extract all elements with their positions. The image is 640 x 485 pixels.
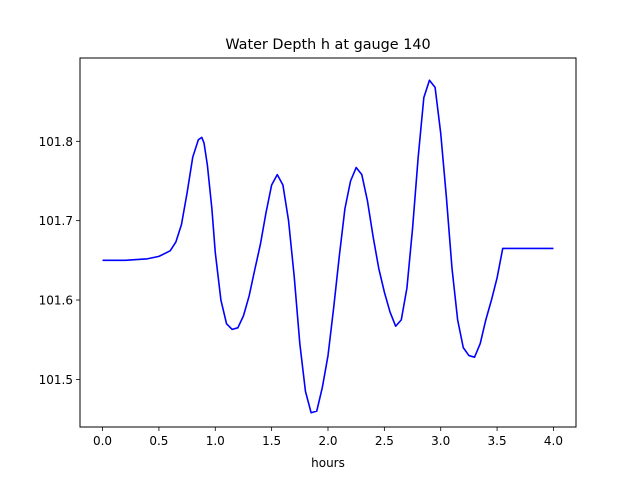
x-tick-label: 1.5 — [262, 434, 281, 448]
x-tick-label: 0.0 — [93, 434, 112, 448]
x-tick-label: 4.0 — [544, 434, 563, 448]
y-tick-label: 101.8 — [39, 135, 73, 149]
x-tick-label: 1.0 — [206, 434, 225, 448]
axes: 0.0 0.5 1.0 1.5 2.0 2.5 3.0 3.5 4.0 101.5 101.6 101… — [39, 135, 563, 448]
x-tick-label: 3.0 — [431, 434, 450, 448]
plot-frame — [79, 57, 577, 428]
y-tick-label: 101.5 — [39, 373, 73, 387]
chart-title: Water Depth h at gauge 140 — [225, 37, 430, 53]
y-tick-label: 101.6 — [39, 294, 73, 308]
y-tick-label: 101.7 — [39, 214, 73, 228]
x-tick-label: 2.0 — [318, 434, 337, 448]
x-tick-label: 0.5 — [149, 434, 168, 448]
x-tick-label: 2.5 — [375, 434, 394, 448]
plot-area — [102, 79, 554, 414]
series-line-0 — [102, 79, 554, 414]
x-tick-label: 3.5 — [488, 434, 507, 448]
x-axis-label: hours — [311, 456, 345, 470]
